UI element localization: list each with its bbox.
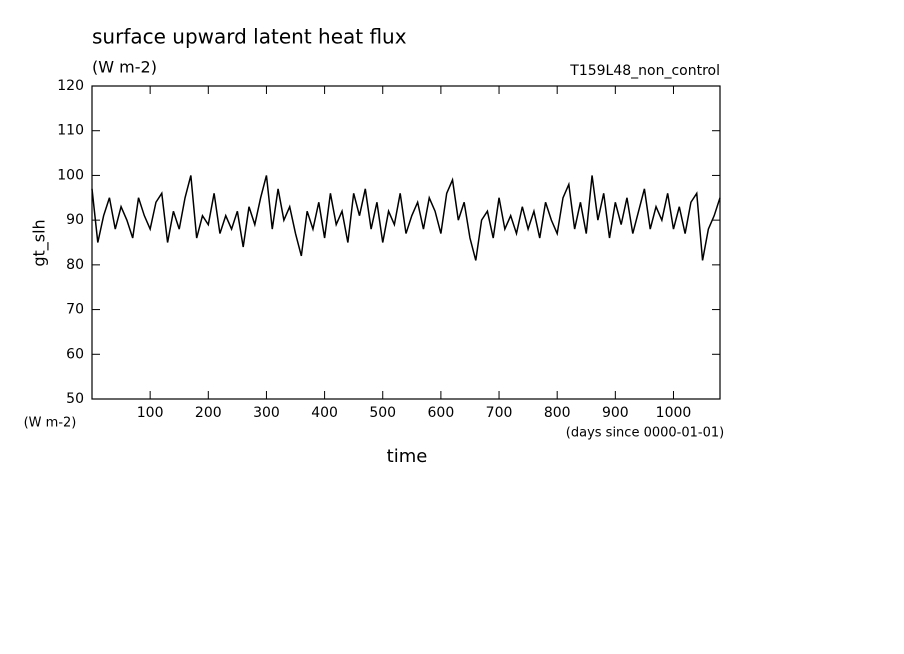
x-tick-label: 1000 — [656, 405, 692, 421]
y-tick-label: 90 — [66, 212, 84, 228]
y-tick-label: 50 — [66, 391, 84, 407]
x-tick-label: 900 — [602, 405, 629, 421]
chart-subtitle: (W m-2) — [92, 58, 157, 77]
x-tick-label: 500 — [369, 405, 396, 421]
x-tick-label: 800 — [544, 405, 571, 421]
y-axis-label: gt_slh — [30, 219, 50, 266]
x-tick-label: 600 — [428, 405, 455, 421]
x-tick-label: 700 — [486, 405, 513, 421]
x-units: (days since 0000-01-01) — [566, 426, 724, 441]
y-tick-label: 80 — [66, 257, 84, 273]
y-tick-label: 70 — [66, 302, 84, 318]
x-tick-label: 300 — [253, 405, 280, 421]
x-tick-label: 400 — [311, 405, 338, 421]
plot-frame — [91, 85, 721, 400]
y-tick-label: 120 — [57, 78, 84, 94]
y-tick-label: 110 — [57, 123, 84, 139]
x-axis-label: time — [387, 446, 428, 467]
annotation: T159L48_non_control — [569, 63, 720, 79]
chart-title: surface upward latent heat flux — [92, 25, 407, 49]
y-tick-label: 100 — [57, 167, 84, 183]
x-tick-label: 100 — [137, 405, 164, 421]
x-tick-label: 200 — [195, 405, 222, 421]
data-line — [91, 175, 721, 261]
y-tick-label: 60 — [66, 346, 84, 362]
y-units: (W m-2) — [24, 416, 77, 431]
